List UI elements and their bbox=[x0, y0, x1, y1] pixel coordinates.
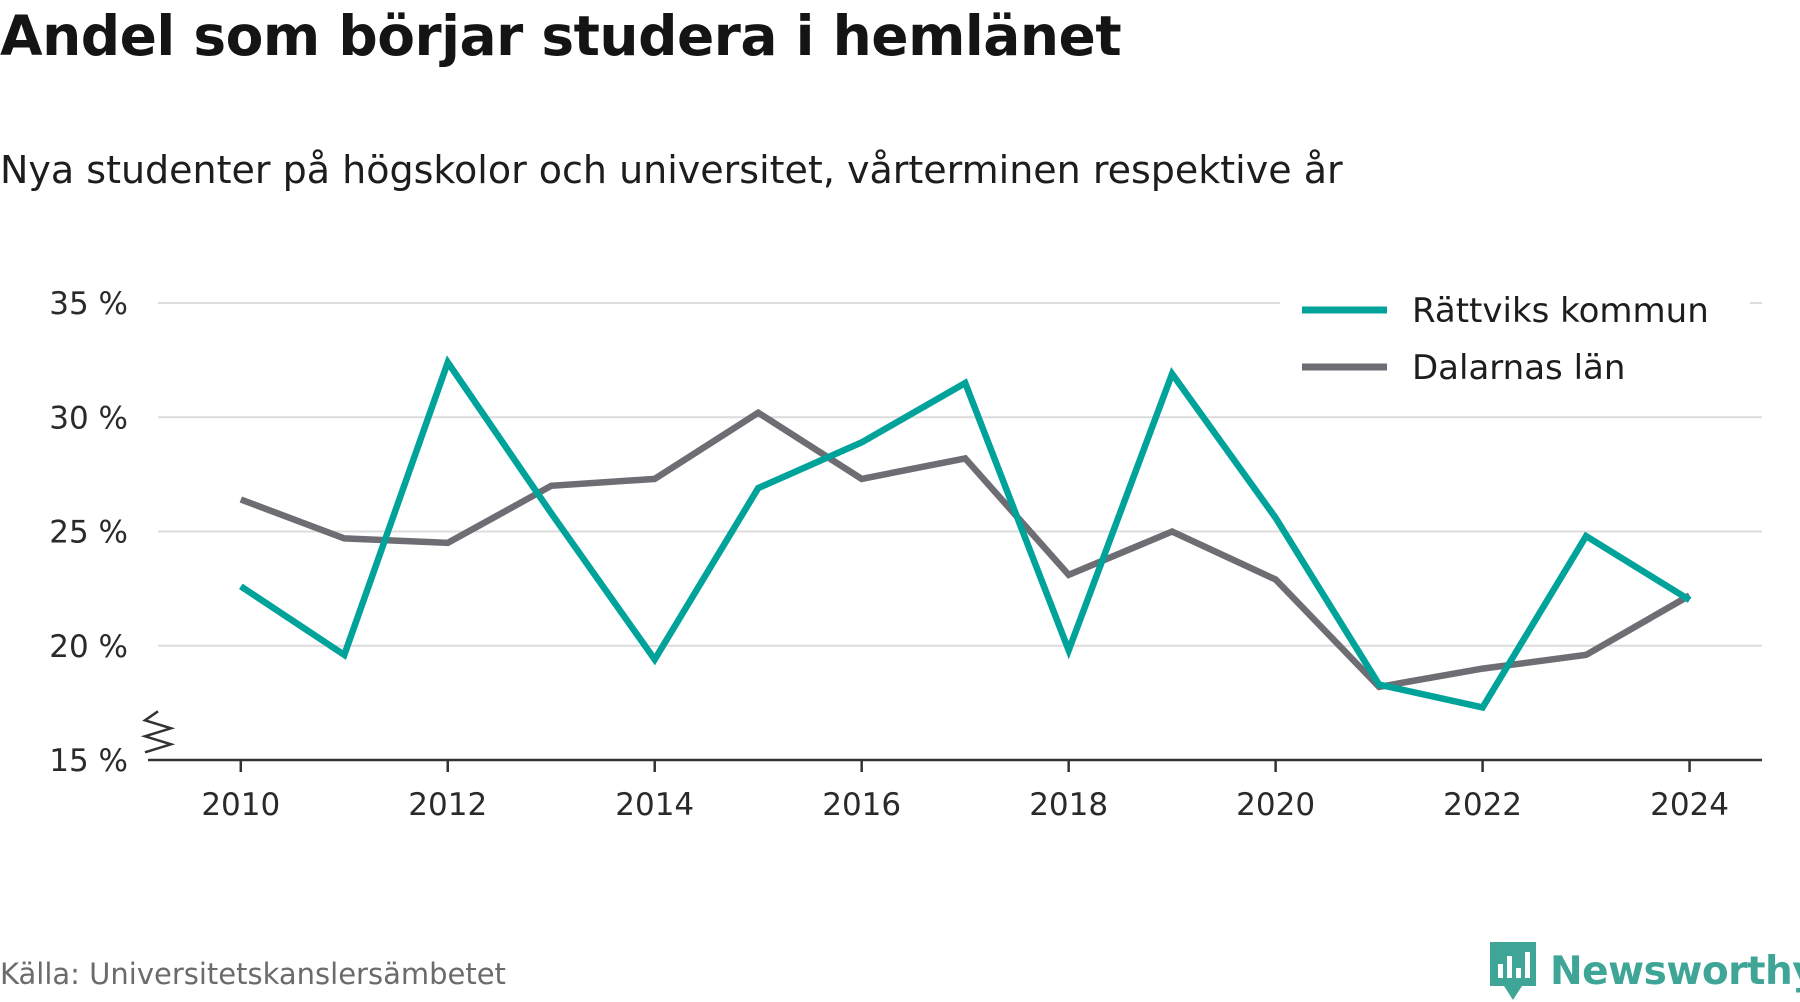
x-tick-label: 2022 bbox=[1443, 787, 1522, 823]
legend-label: Rättviks kommun bbox=[1412, 291, 1709, 331]
axis-break-marker bbox=[140, 710, 176, 754]
legend: Rättviks kommun Dalarnas län bbox=[1280, 282, 1750, 391]
source-note: Källa: Universitetskanslersämbetet bbox=[0, 957, 506, 991]
y-tick-label: 25 % bbox=[49, 515, 128, 551]
y-tick-label: 15 % bbox=[49, 743, 128, 779]
legend-label: Dalarnas län bbox=[1412, 348, 1625, 388]
x-tick-label: 2010 bbox=[201, 787, 280, 823]
series-lines bbox=[239, 355, 1692, 712]
y-axis-ticks: 15 % 20 % 25 % 30 % 35 % bbox=[49, 286, 128, 779]
chart-subtitle: Nya studenter på högskolor och universit… bbox=[0, 148, 1343, 192]
series-line-rattvik bbox=[239, 355, 1692, 712]
x-tick-label: 2018 bbox=[1029, 787, 1108, 823]
x-tick-label: 2024 bbox=[1650, 787, 1729, 823]
x-tick-label: 2020 bbox=[1236, 787, 1315, 823]
series-line-dalarna bbox=[239, 408, 1692, 691]
x-tick-label: 2016 bbox=[822, 787, 901, 823]
x-tick-label: 2012 bbox=[408, 787, 487, 823]
y-tick-label: 20 % bbox=[49, 629, 128, 665]
brand-logo: Newsworthy bbox=[1488, 940, 1800, 1002]
brand-name: Newsworthy bbox=[1550, 948, 1800, 994]
x-axis-ticks: 2010 2012 2014 2016 2018 2020 2022 2024 bbox=[201, 760, 1729, 823]
y-tick-label: 30 % bbox=[49, 400, 128, 436]
newsworthy-logo-icon bbox=[1490, 942, 1536, 1000]
chart-title: Andel som börjar studera i hemlänet bbox=[0, 4, 1122, 68]
x-tick-label: 2014 bbox=[615, 787, 694, 823]
y-tick-label: 35 % bbox=[49, 286, 128, 322]
x-axis bbox=[140, 710, 1762, 762]
